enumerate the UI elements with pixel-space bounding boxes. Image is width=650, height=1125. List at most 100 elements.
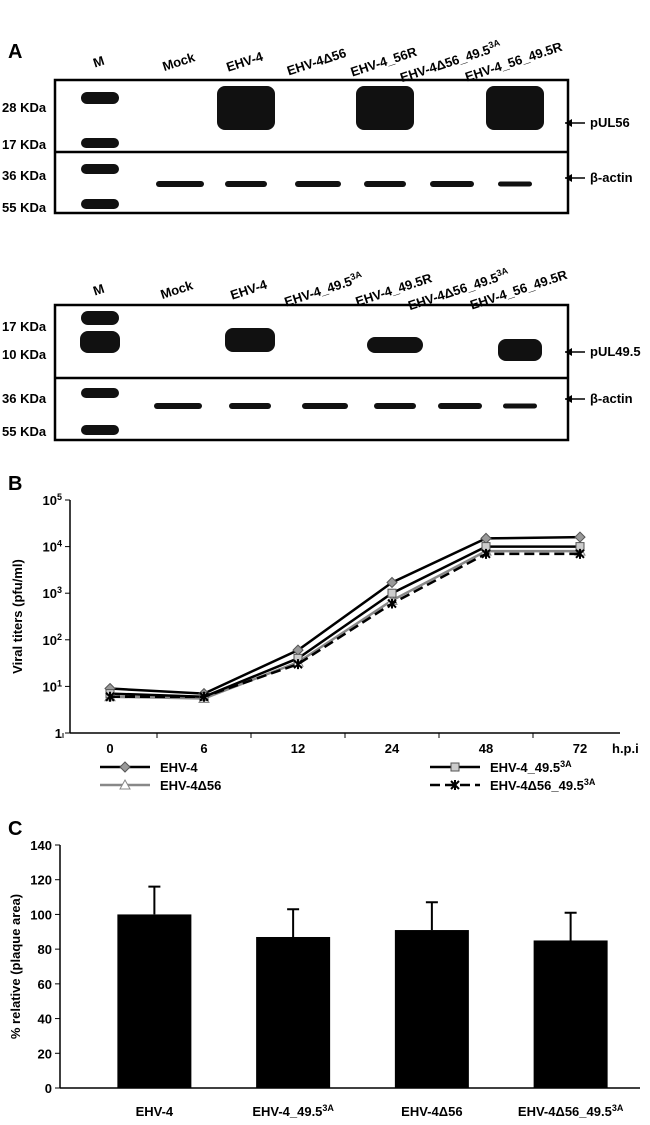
band [430, 181, 474, 187]
y-tick-label: 60 [38, 977, 52, 992]
x-tick-label-text: EHV-4Δ56 [401, 1104, 462, 1119]
x-tick-label-sup: 3A [322, 1103, 334, 1113]
x-tick-label-sup: 3A [612, 1103, 624, 1113]
y-tick-label: 103 [43, 585, 62, 601]
series-line [109, 535, 581, 695]
point [575, 548, 585, 559]
legend-marker [450, 762, 460, 772]
x-axis-label: h.p.i [612, 741, 639, 756]
lane-label: M [91, 281, 106, 299]
band [229, 403, 271, 409]
bar [256, 936, 331, 1088]
band [81, 92, 119, 104]
size-marker: 55 KDa [2, 200, 47, 215]
y-tick-label-sup: 4 [57, 539, 62, 549]
lane-label-text: M [91, 53, 106, 71]
y-tick-label-sup: 2 [57, 632, 62, 642]
x-tick-label: 12 [291, 741, 305, 756]
y-tick-label-sup: 5 [57, 492, 62, 502]
band [486, 86, 544, 130]
y-tick-label: 102 [43, 632, 62, 648]
point [293, 659, 303, 670]
point [574, 531, 586, 543]
y-tick-label-text: 10 [43, 586, 57, 601]
band [80, 331, 120, 353]
y-tick-label: 104 [43, 539, 62, 555]
band [438, 403, 482, 409]
target-label: pUL49.5 [590, 344, 641, 359]
size-marker: 36 KDa [2, 168, 47, 183]
band [356, 86, 414, 130]
arrow-head [565, 119, 572, 127]
x-tick-label: EHV-4_49.53A [252, 1103, 334, 1119]
legend-label-text: EHV-4_49.5 [490, 760, 560, 775]
band [498, 181, 532, 187]
series-line [109, 549, 580, 700]
point [481, 548, 491, 559]
x-tick-label: 48 [479, 741, 493, 756]
y-tick-label: 140 [30, 838, 52, 853]
x-tick-label-text: EHV-4_49.5 [252, 1104, 322, 1119]
band [81, 388, 119, 398]
lane-label-sup: 3A [495, 265, 510, 278]
error-bar [564, 911, 577, 941]
legend-label-text: EHV-4Δ56_49.5 [490, 778, 584, 793]
band [81, 311, 119, 325]
y-axis-label: Viral titers (pfu/ml) [10, 559, 25, 674]
target-label: pUL56 [590, 115, 630, 130]
y-tick-label: 105 [43, 492, 62, 508]
size-marker: 17 KDa [2, 319, 47, 334]
y-tick-label-text: 10 [43, 679, 57, 694]
point [387, 588, 397, 598]
band [225, 328, 275, 352]
lane-label: Mock [160, 49, 197, 74]
size-marker: 55 KDa [2, 424, 47, 439]
y-tick-label: 100 [30, 907, 52, 922]
legend-marker [119, 761, 131, 773]
legend-label: EHV-4Δ56_49.53A [490, 777, 596, 793]
x-tick-label: EHV-4Δ56 [401, 1104, 462, 1119]
y-tick-label-text: 10 [43, 493, 57, 508]
band [302, 403, 348, 409]
error-bar [287, 908, 300, 937]
size-marker: 36 KDa [2, 391, 47, 406]
point [387, 598, 397, 609]
y-tick-label-text: 10 [43, 540, 57, 555]
panel-label: B [8, 473, 22, 495]
y-tick-label: 120 [30, 873, 52, 888]
arrow-head [565, 348, 572, 356]
arrow-head [565, 395, 572, 403]
arrow-head [565, 174, 572, 182]
y-tick-label: 1 [55, 726, 62, 741]
y-axis-label: % relative (plaque area) [8, 894, 23, 1039]
bar [394, 930, 469, 1088]
error-bar [148, 885, 161, 915]
lane-label: EHV-4 [228, 277, 269, 303]
lane-label-text: EHV-4Δ56 [285, 45, 348, 78]
point [105, 691, 115, 702]
target-label: β-actin [590, 391, 633, 406]
size-marker: 17 KDa [2, 137, 47, 152]
blot-frame [53, 303, 570, 442]
lane-label: Mock [158, 277, 195, 302]
legend-label: EHV-4_49.53A [490, 759, 572, 775]
lane-label-text: EHV-4 [228, 277, 269, 303]
lane-label-sup: 3A [349, 269, 364, 282]
y-tick-label-sup: 3 [57, 585, 62, 595]
size-marker: 10 KDa [2, 347, 47, 362]
lane-label: M [91, 53, 106, 71]
legend-label-text: EHV-4 [160, 760, 198, 775]
legend-label-text: EHV-4Δ56 [160, 778, 221, 793]
legend-marker [450, 780, 460, 790]
bar [117, 914, 192, 1088]
band [81, 138, 119, 148]
band [225, 181, 267, 187]
series-line [109, 545, 580, 698]
legend-marker [119, 778, 131, 790]
legend-label-sup: 3A [560, 759, 572, 769]
x-tick-label: 24 [385, 741, 400, 756]
band [364, 181, 406, 187]
legend-label-sup: 3A [584, 777, 596, 787]
